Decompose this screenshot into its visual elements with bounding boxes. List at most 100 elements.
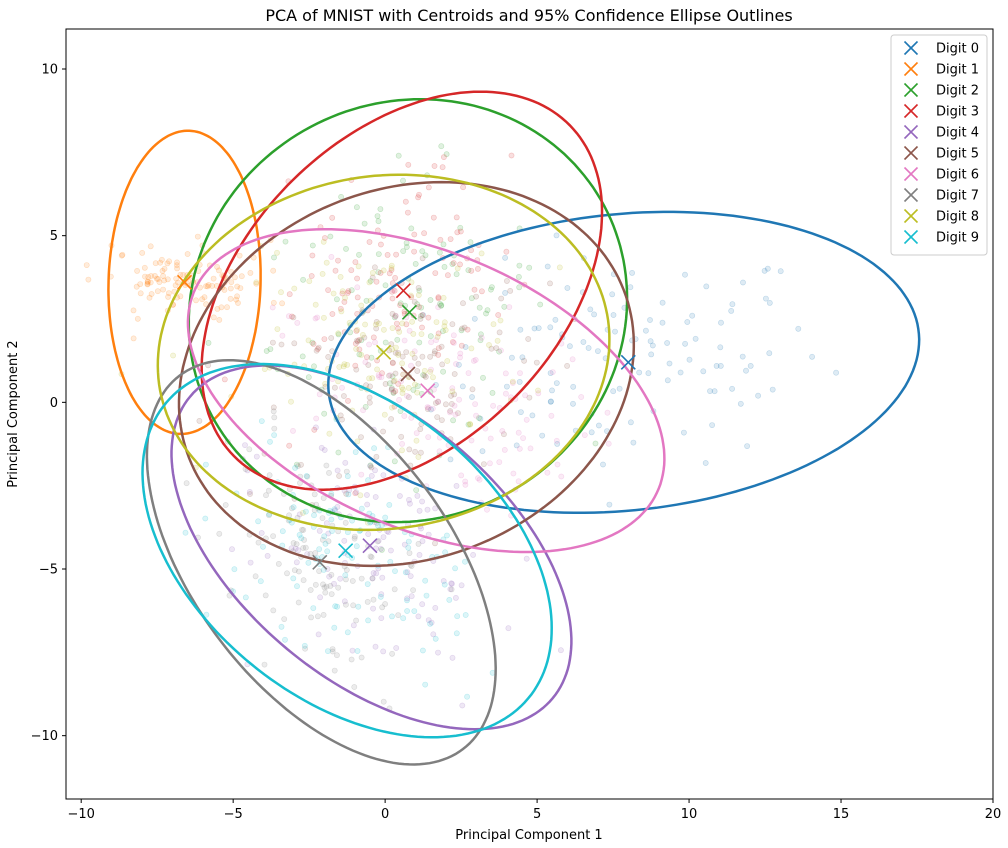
data-point bbox=[444, 358, 451, 364]
data-point bbox=[412, 260, 419, 267]
data-point bbox=[448, 392, 454, 399]
data-point bbox=[380, 648, 387, 655]
data-point bbox=[397, 300, 404, 307]
data-point bbox=[366, 399, 373, 406]
data-point bbox=[394, 336, 401, 343]
data-point bbox=[459, 702, 466, 709]
data-point bbox=[484, 307, 491, 314]
data-point bbox=[172, 282, 179, 289]
data-point bbox=[454, 265, 461, 272]
data-point bbox=[686, 356, 693, 363]
data-point bbox=[519, 354, 526, 361]
data-point bbox=[755, 392, 761, 399]
data-point bbox=[460, 300, 466, 307]
data-point bbox=[342, 601, 349, 608]
data-point bbox=[340, 393, 347, 399]
data-point bbox=[707, 388, 713, 394]
data-point bbox=[278, 341, 285, 348]
data-point bbox=[406, 327, 413, 334]
data-point bbox=[600, 461, 606, 468]
data-point bbox=[467, 239, 474, 246]
data-point bbox=[744, 443, 750, 449]
data-point bbox=[554, 461, 561, 468]
data-point bbox=[210, 314, 217, 321]
data-point bbox=[355, 263, 362, 270]
data-point bbox=[483, 310, 489, 317]
data-point bbox=[358, 505, 365, 512]
data-point bbox=[437, 236, 444, 243]
data-point bbox=[356, 346, 363, 353]
data-point bbox=[449, 388, 456, 395]
data-point bbox=[400, 615, 407, 622]
data-point bbox=[329, 528, 335, 534]
data-point bbox=[355, 603, 362, 610]
data-point bbox=[364, 599, 371, 605]
data-point bbox=[354, 294, 361, 301]
data-point bbox=[473, 293, 479, 300]
legend-label: Digit 7 bbox=[936, 189, 979, 204]
data-point bbox=[279, 528, 286, 535]
data-point bbox=[427, 620, 433, 627]
data-point bbox=[729, 301, 736, 308]
data-point bbox=[535, 325, 542, 331]
data-point bbox=[399, 353, 406, 360]
data-point bbox=[692, 335, 699, 342]
data-point bbox=[252, 573, 259, 580]
data-point bbox=[291, 285, 298, 292]
data-point bbox=[392, 388, 399, 395]
data-point bbox=[486, 342, 492, 348]
data-point bbox=[392, 274, 398, 281]
data-point bbox=[449, 261, 456, 267]
ellipse-digit-9 bbox=[141, 362, 553, 739]
data-point bbox=[455, 410, 461, 416]
data-point bbox=[763, 295, 769, 302]
data-point bbox=[160, 273, 166, 279]
data-point bbox=[350, 622, 357, 629]
data-point bbox=[328, 490, 335, 497]
data-point bbox=[274, 326, 281, 332]
data-point bbox=[496, 329, 503, 336]
data-point bbox=[274, 249, 280, 256]
data-point bbox=[375, 218, 382, 225]
data-point bbox=[435, 345, 442, 351]
legend-label: Digit 9 bbox=[936, 231, 979, 246]
data-point bbox=[233, 296, 239, 303]
data-point bbox=[160, 286, 166, 293]
data-point bbox=[310, 340, 317, 347]
data-point bbox=[392, 312, 399, 319]
data-point bbox=[487, 435, 494, 442]
data-point bbox=[471, 286, 478, 293]
data-point bbox=[358, 302, 365, 309]
data-point bbox=[205, 282, 212, 288]
data-point bbox=[354, 326, 361, 333]
data-point bbox=[517, 370, 523, 376]
data-point bbox=[290, 427, 296, 434]
data-point bbox=[544, 263, 551, 270]
data-point bbox=[406, 446, 413, 453]
data-point bbox=[439, 328, 446, 335]
data-point bbox=[270, 404, 277, 411]
data-point bbox=[401, 413, 408, 419]
data-point bbox=[478, 250, 485, 257]
data-point bbox=[435, 398, 441, 405]
data-point bbox=[307, 587, 314, 593]
x-tick-label: 0 bbox=[381, 807, 389, 822]
data-point bbox=[203, 611, 210, 618]
data-point bbox=[432, 270, 439, 276]
data-point bbox=[408, 225, 415, 232]
data-point bbox=[476, 476, 483, 483]
data-point bbox=[411, 248, 417, 255]
data-point bbox=[345, 397, 351, 404]
data-point bbox=[264, 553, 271, 559]
data-point bbox=[493, 345, 500, 351]
data-point bbox=[141, 264, 148, 271]
data-point bbox=[342, 519, 349, 526]
data-point bbox=[389, 346, 395, 353]
data-point bbox=[295, 568, 302, 575]
data-point bbox=[809, 353, 815, 360]
data-point bbox=[341, 598, 348, 605]
data-point bbox=[316, 391, 323, 398]
data-point bbox=[324, 548, 331, 555]
data-point bbox=[229, 546, 235, 553]
data-point bbox=[397, 302, 403, 308]
